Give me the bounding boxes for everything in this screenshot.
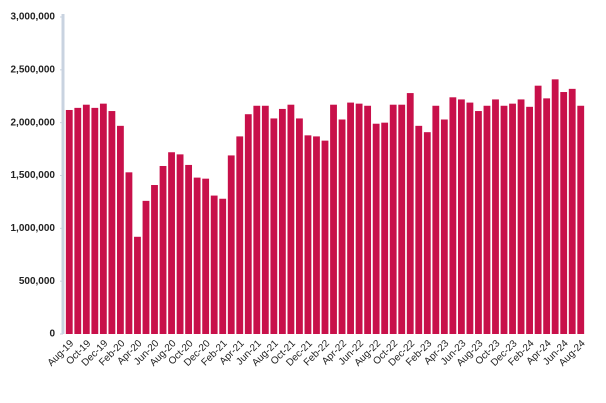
bar xyxy=(202,178,210,334)
bar xyxy=(117,125,124,334)
bar xyxy=(449,97,457,334)
y-tick-label: 1,000,000 xyxy=(11,223,56,234)
bar xyxy=(261,105,269,334)
bar xyxy=(330,104,337,334)
bar xyxy=(321,140,329,334)
bar xyxy=(381,122,389,335)
y-tick-label: 1,500,000 xyxy=(11,170,56,181)
bar xyxy=(466,102,474,334)
bar xyxy=(108,111,116,334)
bar xyxy=(142,200,150,334)
bar xyxy=(125,172,133,334)
bar xyxy=(304,135,312,334)
bar xyxy=(151,185,158,334)
bar xyxy=(415,125,423,334)
bar xyxy=(159,165,167,334)
bar xyxy=(432,105,440,334)
bar xyxy=(389,104,397,334)
bar xyxy=(492,99,499,334)
bar xyxy=(313,136,320,334)
bar xyxy=(296,118,303,334)
bar xyxy=(509,103,516,334)
bar xyxy=(82,104,90,334)
bar xyxy=(500,105,508,334)
bar xyxy=(99,103,107,334)
bar xyxy=(227,155,235,334)
bar xyxy=(526,106,533,334)
bar xyxy=(338,119,346,334)
bar xyxy=(551,79,559,335)
bar xyxy=(568,88,576,334)
bar xyxy=(210,195,218,334)
bar xyxy=(543,98,551,334)
bar xyxy=(134,236,141,334)
bar xyxy=(423,132,431,334)
bar xyxy=(577,105,585,334)
bar xyxy=(517,99,525,334)
bar xyxy=(219,198,227,334)
bar xyxy=(347,102,354,334)
bar xyxy=(398,104,406,334)
bar xyxy=(457,99,465,334)
bar xyxy=(372,123,380,335)
bar xyxy=(278,108,286,335)
y-tick-label: 3,000,000 xyxy=(11,12,56,23)
bar xyxy=(364,105,372,334)
bar xyxy=(355,103,363,334)
bar xyxy=(168,152,175,334)
bar xyxy=(287,104,295,334)
y-tick-label: 500,000 xyxy=(19,276,56,287)
y-tick-label: 2,500,000 xyxy=(11,64,56,75)
bar xyxy=(483,105,491,334)
bar xyxy=(560,92,568,334)
bar xyxy=(74,107,82,334)
bar xyxy=(185,164,193,334)
bar xyxy=(406,93,414,334)
bar xyxy=(440,119,448,334)
bar xyxy=(534,85,542,334)
bar xyxy=(193,177,201,334)
bar xyxy=(91,107,99,334)
y-tick-label: 2,000,000 xyxy=(11,117,56,128)
bar xyxy=(65,109,73,334)
bar xyxy=(236,136,244,334)
bar xyxy=(176,154,184,334)
bar xyxy=(475,111,482,334)
y-tick-label: 0 xyxy=(49,329,55,340)
bar xyxy=(244,114,252,334)
bar xyxy=(253,105,261,334)
bar xyxy=(270,118,278,334)
